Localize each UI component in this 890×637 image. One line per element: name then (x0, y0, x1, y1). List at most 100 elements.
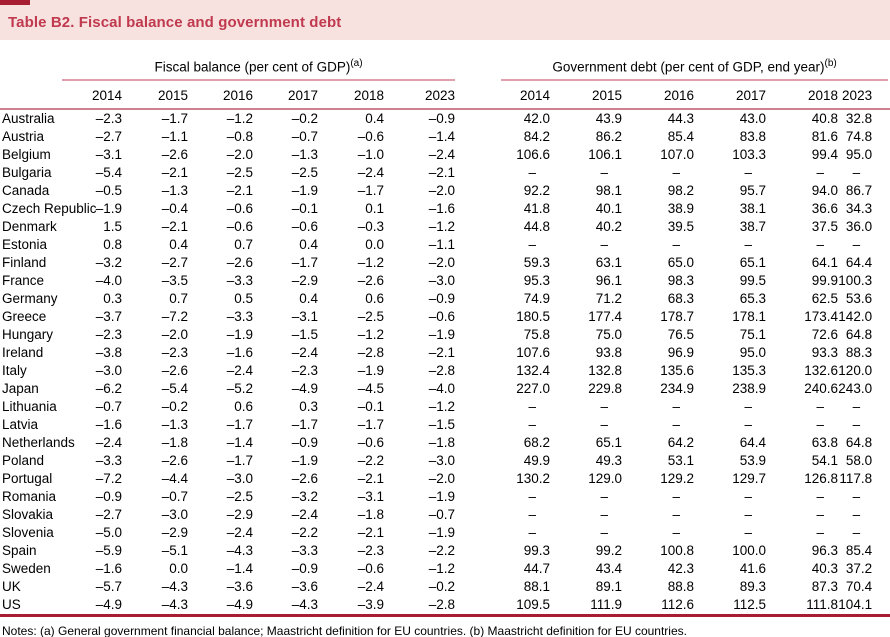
fiscal-balance-value: –1.9 (357, 362, 384, 378)
fiscal-balance-value: 0.4 (299, 290, 318, 306)
fiscal-balance-group-header: Fiscal balance (per cent of GDP)(a) (62, 48, 456, 81)
government-debt-group-label: Government debt (per cent of GDP, end ye… (501, 58, 889, 81)
fiscal-balance-value: –2.9 (226, 506, 253, 522)
fiscal-balance-value: –6.2 (95, 380, 122, 396)
government-debt-value: 59.3 (523, 254, 551, 270)
fiscal-balance-value: –4.0 (95, 272, 122, 288)
fiscal-balance-value: –3.1 (357, 488, 384, 504)
table-row: Australia –2.3 –1.7 –1.2 –0.2 0.4 –0.9 42.0 43.9… (0, 109, 890, 128)
fiscal-balance-value: –1.1 (161, 128, 188, 144)
fiscal-balance-value: –0.2 (291, 110, 318, 126)
fiscal-debt-table: Fiscal balance (per cent of GDP)(a) Gove… (0, 48, 890, 617)
fiscal-balance-value: –1.6 (226, 344, 253, 360)
government-debt-value: – (528, 506, 537, 522)
fiscal-balance-value: –3.0 (428, 272, 456, 288)
government-debt-value: 44.3 (667, 110, 695, 126)
government-debt-value: 83.8 (739, 128, 767, 144)
government-debt-value: 75.0 (595, 326, 623, 342)
country-label: Sweden (2, 560, 51, 576)
government-debt-value: 64.8 (845, 434, 873, 450)
fiscal-balance-value: –2.1 (357, 470, 384, 486)
government-debt-value: 126.8 (804, 470, 839, 486)
government-debt-value: – (600, 416, 609, 432)
government-debt-value: 132.6 (804, 362, 839, 378)
government-debt-value: 49.9 (523, 452, 551, 468)
government-debt-value: – (600, 488, 609, 504)
table-row: Hungary –2.3 –2.0 –1.9 –1.5 –1.2 –1.9 75.8 75.0 7… (0, 326, 890, 344)
fiscal-balance-value: –1.9 (428, 326, 456, 342)
table-row: Poland –3.3 –2.6 –1.7 –1.9 –2.2 –3.0 49.9 49.3 53… (0, 452, 890, 470)
country-label: Ireland (2, 344, 44, 360)
table-notes: Notes: (a) General government financial … (2, 623, 687, 637)
fiscal-balance-value: –5.4 (95, 164, 122, 180)
government-debt-value: – (600, 398, 609, 414)
government-debt-value: – (852, 506, 861, 522)
government-debt-value: 132.8 (588, 362, 623, 378)
fiscal-balance-value: –4.4 (161, 470, 188, 486)
government-debt-value: – (600, 524, 609, 540)
fiscal-balance-value: 0.3 (299, 398, 318, 414)
government-debt-value: 243.0 (838, 380, 873, 396)
government-debt-value: – (528, 416, 537, 432)
fiscal-balance-value: –1.2 (428, 218, 456, 234)
country-label: Lithuania (2, 398, 57, 414)
fiscal-balance-value: –4.0 (428, 380, 456, 396)
country-label: Romania (2, 488, 57, 504)
government-debt-value: – (816, 236, 825, 252)
government-debt-value: 173.4 (804, 308, 839, 324)
fiscal-balance-value: –1.0 (357, 146, 384, 162)
government-debt-value: – (528, 236, 537, 252)
country-label: Austria (2, 128, 45, 144)
fiscal-balance-value: –2.5 (226, 164, 253, 180)
fiscal-balance-value: –2.1 (428, 164, 456, 180)
government-debt-value: 229.8 (588, 380, 623, 396)
fiscal-balance-value: –0.6 (357, 560, 384, 576)
fiscal-balance-value: –2.4 (291, 506, 318, 522)
government-debt-value: 85.4 (667, 128, 695, 144)
table-row: Netherlands –2.4 –1.8 –1.4 –0.9 –0.6 –1.8 68.2 6… (0, 434, 890, 452)
country-label: Slovakia (2, 506, 54, 522)
fiscal-balance-value: –0.6 (428, 308, 456, 324)
government-debt-value: 142.0 (838, 308, 873, 324)
fiscal-balance-value: –1.2 (428, 560, 456, 576)
table-title: Table B2. Fiscal balance and government … (8, 14, 342, 31)
fiscal-balance-value: –1.7 (226, 452, 253, 468)
government-debt-value: 88.1 (523, 578, 551, 594)
government-debt-value: 112.6 (661, 596, 695, 612)
government-debt-value: – (744, 524, 753, 540)
fiscal-balance-value: –3.2 (291, 488, 318, 504)
fiscal-balance-value: 0.8 (103, 236, 122, 252)
fiscal-balance-value: –5.9 (95, 542, 122, 558)
footnote-marker-b: (b) (824, 58, 837, 69)
fiscal-balance-value: 0.4 (169, 236, 188, 252)
table-row: UK –5.7 –4.3 –3.6 –3.6 –2.4 –0.2 88.1 89.1 88.8 89… (0, 578, 890, 596)
government-debt-value: – (744, 488, 753, 504)
government-debt-value: 32.8 (845, 110, 873, 126)
government-debt-value: – (744, 236, 753, 252)
year-header: 2023 (838, 80, 890, 110)
government-debt-value: – (600, 164, 609, 180)
table-row: US –4.9 –4.3 –4.9 –4.3 –3.9 –2.8 109.5 111.9 112.… (0, 596, 890, 616)
government-debt-value: 54.1 (811, 452, 839, 468)
government-debt-value: 106.1 (588, 146, 623, 162)
year-header: 2015 (550, 80, 623, 110)
government-debt-value: 53.1 (667, 452, 695, 468)
government-debt-value: 44.7 (523, 560, 551, 576)
fiscal-balance-value: –2.9 (161, 524, 188, 540)
government-debt-value: 38.1 (739, 200, 767, 216)
government-debt-value: 65.3 (739, 290, 767, 306)
fiscal-balance-value: –0.7 (428, 506, 456, 522)
fiscal-balance-value: –1.7 (357, 416, 384, 432)
government-debt-value: 109.5 (516, 596, 551, 612)
fiscal-balance-value: –0.3 (357, 218, 384, 234)
fiscal-balance-value: –2.6 (291, 470, 318, 486)
fiscal-balance-value: –3.0 (226, 470, 253, 486)
fiscal-balance-value: –1.4 (226, 560, 253, 576)
government-debt-value: 81.6 (811, 128, 839, 144)
fiscal-balance-value: 0.0 (169, 560, 188, 576)
country-label: Denmark (2, 218, 57, 234)
government-debt-value: 43.4 (595, 560, 623, 576)
government-debt-value: 177.4 (588, 308, 623, 324)
fiscal-balance-value: –2.8 (357, 344, 384, 360)
government-debt-value: – (816, 416, 825, 432)
